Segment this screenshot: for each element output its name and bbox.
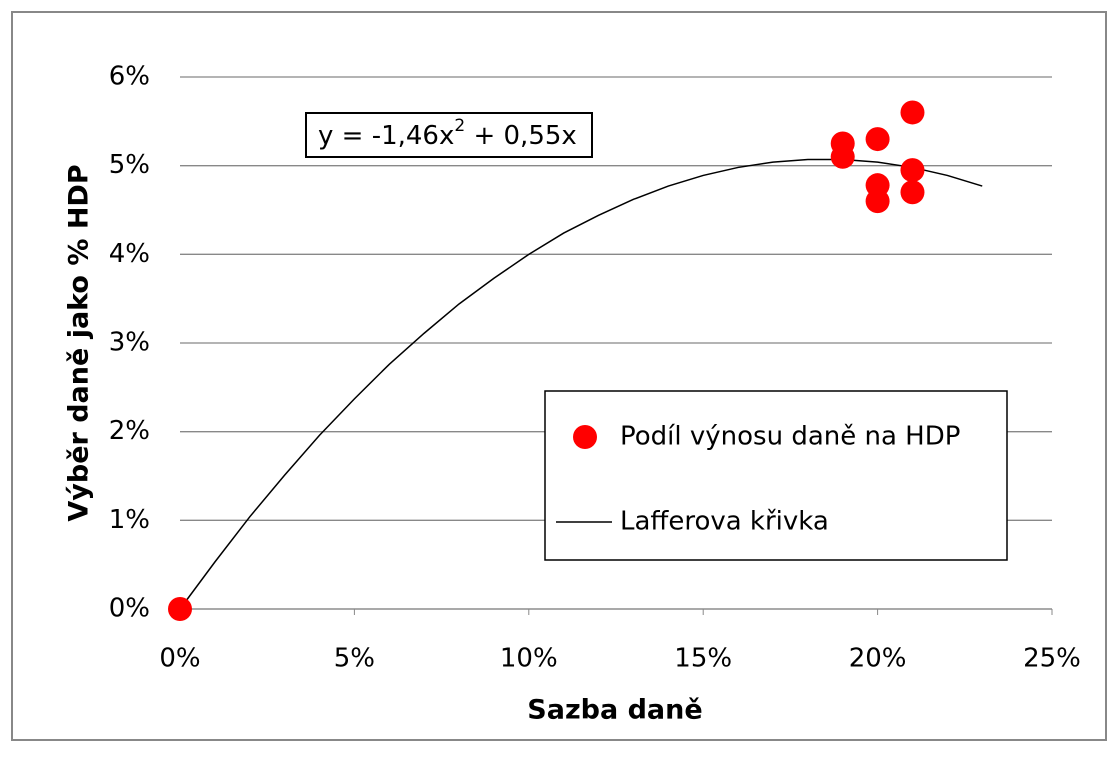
y-tick-label: 0% [109, 594, 150, 624]
x-tick-label: 10% [500, 644, 558, 674]
equation-part: y = -1,46x [318, 121, 454, 151]
legend-label: Lafferova křivka [620, 507, 829, 537]
y-tick-label: 3% [109, 328, 150, 358]
y-axis-title: Výběr daně jako % HDP [64, 164, 95, 521]
legend-label: Podíl výnosu daně na HDP [620, 422, 960, 452]
point [865, 189, 890, 214]
equation: y = -1,46x2 + 0,55x [318, 116, 577, 151]
y-tick-label: 1% [109, 505, 150, 535]
x-axis-title: Sazba daně [527, 695, 702, 726]
x-tick-label: 25% [1023, 644, 1081, 674]
x-tick-label: 15% [674, 644, 732, 674]
point [865, 127, 890, 152]
y-tick-label: 6% [109, 62, 150, 92]
legend-box [544, 390, 1008, 561]
point [168, 597, 192, 621]
x-tick-label: 5% [334, 644, 375, 674]
legend: Podíl výnosu daně na HDP Lafferova křivka [556, 422, 960, 537]
point [900, 100, 925, 125]
y-tick-label: 4% [109, 239, 150, 269]
y-tick-label: 5% [109, 150, 150, 180]
equation-part: + 0,55x [465, 121, 577, 151]
point [830, 144, 855, 169]
x-tick-label: 20% [849, 644, 907, 674]
point [900, 180, 925, 205]
plot-area: 0% 1% 2% 3% 4% 5% 6% 0% 5% 10% 15% 20% 25% [109, 62, 1081, 674]
legend-marker [573, 425, 597, 449]
point [900, 158, 925, 183]
equation-exponent: 2 [454, 116, 465, 136]
equation-box [305, 112, 593, 158]
x-tick-label: 0% [159, 644, 200, 674]
y-tick-label: 2% [109, 416, 150, 446]
